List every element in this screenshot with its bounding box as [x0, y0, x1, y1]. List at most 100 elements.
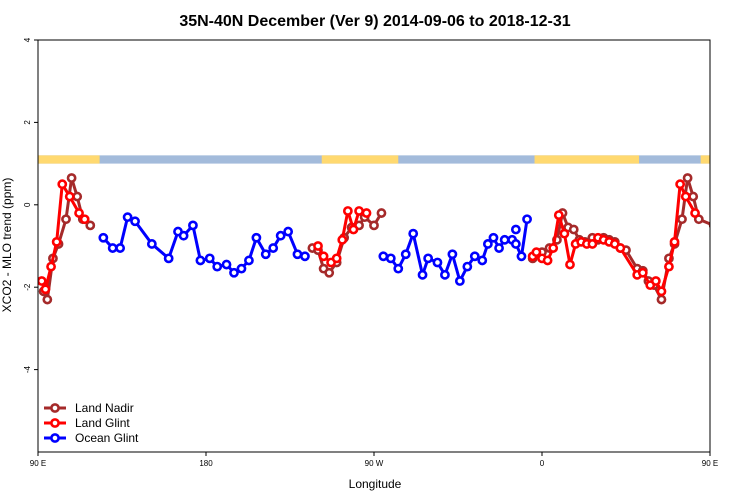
legend-marker [50, 403, 60, 413]
data-point [656, 294, 667, 305]
data-point [178, 230, 189, 241]
data-point [115, 243, 126, 253]
data-point [587, 239, 598, 249]
data-point [736, 214, 743, 221]
land-segment-2 [534, 155, 640, 164]
series-land-glint [38, 179, 700, 297]
series-line-segment [55, 182, 64, 244]
data-point [163, 253, 174, 264]
x-axis: 90 E 180 90 W 0 90 E [30, 452, 718, 468]
data-point [542, 255, 553, 266]
data-point [510, 224, 521, 235]
x-tick-label: 0 [540, 459, 545, 468]
data-point [482, 239, 493, 249]
data-point [66, 173, 77, 183]
series-line-segment [562, 232, 572, 267]
land-segment-3 [700, 155, 710, 164]
data-point [690, 208, 700, 218]
x-tick-label: 90 W [365, 459, 384, 468]
data-point [664, 261, 674, 272]
series-line-segment [191, 223, 202, 262]
data-point [40, 284, 51, 295]
data-point [615, 243, 626, 253]
data-point [531, 247, 542, 258]
legend-marker [50, 418, 60, 428]
data-point [292, 249, 303, 260]
data-point [122, 212, 133, 223]
data-point [454, 276, 465, 286]
data-point [469, 251, 480, 262]
data-point [244, 255, 254, 266]
data-point [378, 251, 389, 262]
land-ocean-band [38, 155, 710, 164]
data-point [38, 276, 47, 286]
data-point [510, 239, 521, 249]
data-point [283, 226, 294, 237]
data-point [565, 259, 575, 270]
data-point [331, 253, 342, 264]
data-point [708, 222, 710, 229]
y-tick-label: 4 [23, 37, 32, 42]
data-point [300, 251, 310, 262]
series-line-segment [519, 217, 529, 258]
data-point [488, 232, 499, 243]
data-point [729, 244, 736, 251]
legend-item-land-glint: Land Glint [44, 416, 130, 430]
y-tick-label: -4 [23, 365, 32, 373]
y-axis-label: XCO2 - MLO trend (ppm) [0, 178, 14, 313]
data-point [688, 191, 699, 202]
data-point [318, 251, 329, 262]
data-point [548, 243, 559, 253]
data-point [494, 243, 504, 253]
data-point [650, 276, 661, 286]
data-point [342, 206, 353, 216]
land-segment-0 [38, 155, 100, 164]
data-point [669, 236, 680, 247]
data-point [744, 218, 750, 225]
land-segment-1 [321, 155, 399, 164]
data-point [268, 243, 279, 253]
series-land-nadir [38, 173, 710, 305]
series-line-segment [740, 217, 747, 221]
data-point [146, 239, 157, 249]
data-point [477, 255, 488, 266]
data-point [712, 234, 719, 241]
data-point [408, 228, 419, 239]
data-point [236, 263, 247, 274]
legend-marker [50, 433, 60, 443]
data-point [74, 208, 84, 218]
data-point [440, 269, 450, 280]
data-point [721, 244, 728, 251]
legend-label: Land Glint [75, 416, 130, 430]
data-point [221, 259, 232, 270]
data-point [682, 173, 693, 183]
data-point [462, 261, 473, 272]
y-tick-label: -2 [23, 283, 32, 291]
data-point [400, 249, 411, 260]
data-point [51, 236, 62, 247]
data-point [361, 208, 372, 218]
data-point [637, 267, 648, 278]
data-point [61, 214, 71, 225]
data-point [324, 267, 335, 278]
data-point [369, 220, 379, 231]
data-point [229, 267, 239, 278]
data-point [337, 234, 348, 245]
data-point [393, 263, 404, 274]
data-point [195, 255, 206, 266]
data-point [376, 208, 387, 218]
x-tick-label: 180 [199, 459, 213, 468]
data-point [42, 294, 53, 305]
y-tick-label: 0 [23, 202, 32, 207]
data-point [348, 224, 359, 235]
data-point [72, 191, 83, 202]
data-point [499, 234, 510, 245]
y-tick-label: 2 [23, 120, 32, 125]
data-point [85, 220, 96, 231]
legend-label: Land Nadir [75, 401, 134, 415]
y-axis: 4 2 0 -2 -4 [23, 37, 38, 373]
data-point [423, 253, 434, 264]
data-point [522, 214, 532, 225]
data-point [57, 179, 68, 190]
